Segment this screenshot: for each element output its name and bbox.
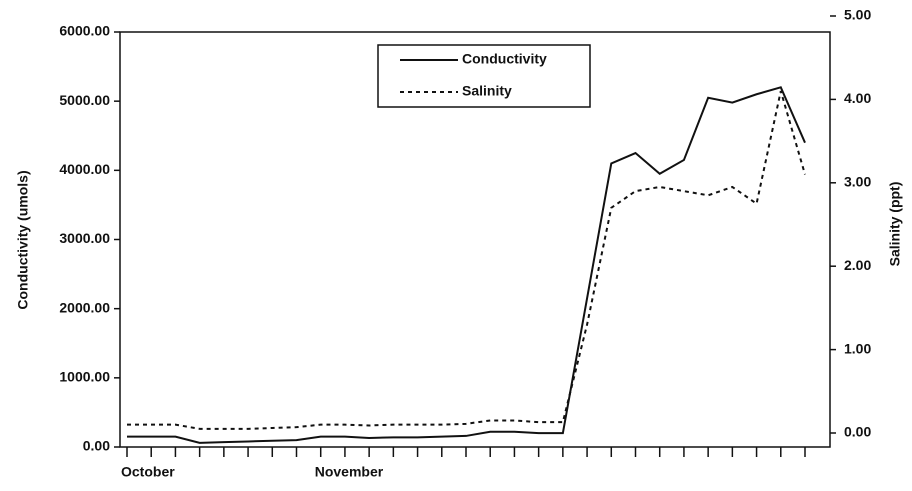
series-line (127, 86, 806, 444)
legend-box (377, 44, 591, 108)
x-tick-label: October (121, 464, 175, 480)
y-tick-label: 3000.00 (59, 230, 110, 246)
y2-tick-label: 1.00 (844, 340, 871, 356)
series-line (127, 90, 806, 430)
y-tick-label: 5000.00 (59, 92, 110, 108)
legend-label: Conductivity (462, 51, 547, 67)
y-tick-label: 0.00 (83, 438, 110, 454)
y2-tick-label: 5.00 (844, 7, 871, 23)
y2-tick-label: 2.00 (844, 257, 871, 273)
y-tick-label: 4000.00 (59, 161, 110, 177)
y-axis-label: Conductivity (umols) (15, 170, 31, 309)
y2-axis-label: Salinity (ppt) (887, 182, 903, 267)
y-tick-label: 6000.00 (59, 23, 110, 39)
y-tick-label: 2000.00 (59, 299, 110, 315)
legend-label: Salinity (462, 83, 512, 99)
x-tick-label: November (315, 464, 384, 480)
y2-tick-label: 4.00 (844, 90, 871, 106)
y2-tick-label: 0.00 (844, 424, 871, 440)
y2-tick-label: 3.00 (844, 174, 871, 190)
y-tick-label: 1000.00 (59, 369, 110, 385)
